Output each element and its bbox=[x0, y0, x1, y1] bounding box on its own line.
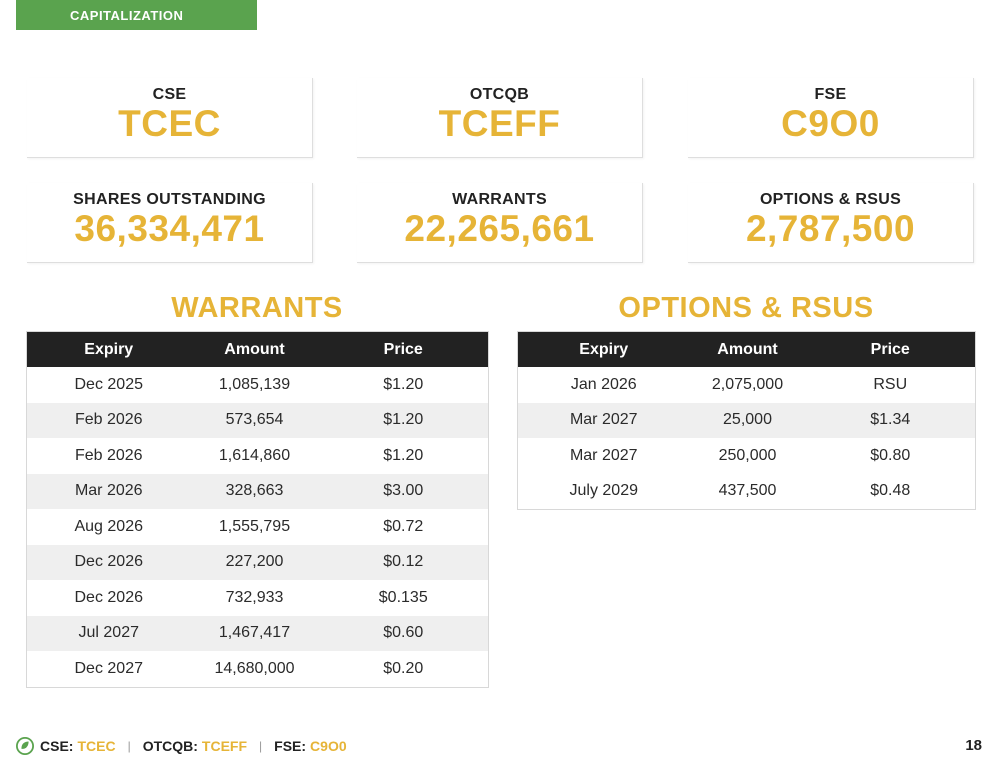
footer-separator: | bbox=[259, 739, 263, 753]
table-row: Feb 2026 1,614,860 $1.20 bbox=[27, 438, 489, 474]
cell-price: $1.34 bbox=[805, 402, 976, 438]
table-row: Mar 2027 25,000 $1.34 bbox=[517, 402, 976, 438]
card-label: FSE bbox=[814, 86, 847, 103]
footer-tickers: CSE: TCEC | OTCQB: TCEFF | FSE: C9O0 bbox=[16, 735, 347, 757]
card-value: C9O0 bbox=[781, 103, 880, 144]
table-header-row: Expiry Amount Price bbox=[26, 331, 489, 367]
cell-expiry: Feb 2026 bbox=[74, 446, 143, 464]
cell-amount: 1,614,860 bbox=[218, 446, 291, 464]
column-header-amount: Amount bbox=[689, 331, 806, 367]
cell-expiry: Dec 2026 bbox=[74, 588, 144, 606]
column-header-amount: Amount bbox=[190, 331, 319, 367]
table-row: July 2029 437,500 $0.48 bbox=[518, 474, 976, 510]
footer-cse-ticker: TCEC bbox=[77, 738, 116, 754]
card-value: 36,334,471 bbox=[74, 208, 265, 249]
card-value: 22,265,661 bbox=[404, 208, 595, 249]
page-number: 18 bbox=[965, 737, 982, 754]
cell-price: $0.135 bbox=[378, 588, 428, 606]
card-label: CSE bbox=[152, 86, 187, 103]
section-label: CAPITALIZATION bbox=[70, 7, 184, 23]
cell-amount: 1,555,795 bbox=[218, 517, 291, 535]
warrants-table: Expiry Amount Price Dec 2025 1,085,139 $1.… bbox=[26, 331, 489, 688]
table-row: Mar 2026 328,663 $3.00 bbox=[26, 473, 489, 509]
card-shares-outstanding: SHARES OUTSTANDING 36,334,471 bbox=[27, 183, 313, 263]
cell-price: $0.80 bbox=[870, 446, 911, 464]
cell-expiry: Mar 2026 bbox=[26, 473, 191, 509]
cell-amount: 573,654 bbox=[190, 402, 319, 438]
cell-amount: 14,680,000 bbox=[214, 659, 295, 677]
table-row: Dec 2027 14,680,000 $0.20 bbox=[27, 651, 489, 687]
footer-cse-label: CSE: bbox=[40, 738, 74, 754]
cell-price: $1.20 bbox=[383, 446, 424, 464]
cell-expiry: Mar 2027 bbox=[517, 402, 690, 438]
cell-expiry: Dec 2026 bbox=[26, 544, 191, 580]
cell-price: $0.60 bbox=[318, 615, 489, 651]
cell-price: $3.00 bbox=[318, 473, 489, 509]
cell-expiry: July 2029 bbox=[569, 482, 639, 500]
table-row: Jan 2026 2,075,000 RSU bbox=[518, 367, 976, 403]
card-cse: CSE TCEC bbox=[27, 78, 313, 158]
column-header-expiry: Expiry bbox=[26, 331, 191, 367]
footer-fse-ticker: C9O0 bbox=[310, 738, 347, 754]
column-header-price: Price bbox=[805, 331, 976, 367]
cell-price: $0.20 bbox=[383, 659, 424, 677]
table-row: Mar 2027 250,000 $0.80 bbox=[518, 438, 976, 474]
card-label: SHARES OUTSTANDING bbox=[73, 191, 266, 208]
options-heading: OPTIONS & RSUS bbox=[618, 292, 874, 324]
cell-amount: 437,500 bbox=[718, 482, 777, 500]
cell-price: $1.20 bbox=[383, 375, 424, 393]
cell-expiry: Aug 2026 bbox=[74, 517, 143, 535]
cell-amount: 250,000 bbox=[718, 446, 777, 464]
cell-price: RSU bbox=[873, 375, 908, 393]
cell-amount: 732,933 bbox=[225, 588, 284, 606]
cell-price: $0.48 bbox=[870, 482, 911, 500]
cell-amount: 227,200 bbox=[190, 544, 319, 580]
card-value: TCEC bbox=[118, 103, 221, 144]
cell-price: $1.20 bbox=[318, 402, 489, 438]
cell-amount: 1,085,139 bbox=[218, 375, 291, 393]
options-table: Expiry Amount Price Jan 2026 2,075,000 RSU… bbox=[517, 331, 976, 510]
card-label: OTCQB bbox=[469, 86, 530, 103]
card-options-rsus: OPTIONS & RSUS 2,787,500 bbox=[688, 183, 974, 263]
cell-amount: 328,663 bbox=[190, 473, 319, 509]
table-header-row: Expiry Amount Price bbox=[517, 331, 976, 367]
table-row: Dec 2026 732,933 $0.135 bbox=[27, 580, 489, 616]
cell-amount: 1,467,417 bbox=[190, 615, 319, 651]
card-otcqb: OTCQB TCEFF bbox=[357, 78, 643, 158]
card-warrants: WARRANTS 22,265,661 bbox=[357, 183, 643, 263]
footer-otcqb-ticker: TCEFF bbox=[201, 738, 248, 754]
cell-amount: 25,000 bbox=[689, 402, 806, 438]
table-row: Dec 2026 227,200 $0.12 bbox=[26, 544, 489, 580]
card-value: 2,787,500 bbox=[745, 208, 916, 249]
cell-expiry: Jan 2026 bbox=[570, 375, 637, 393]
table-row: Jul 2027 1,467,417 $0.60 bbox=[26, 615, 489, 651]
card-label: WARRANTS bbox=[452, 191, 547, 208]
table-row: Dec 2025 1,085,139 $1.20 bbox=[27, 367, 489, 403]
warrants-heading: WARRANTS bbox=[171, 292, 343, 324]
leaf-logo-icon bbox=[16, 737, 34, 755]
footer-otcqb-label: OTCQB: bbox=[142, 738, 198, 754]
column-header-expiry: Expiry bbox=[517, 331, 690, 367]
cell-price: $0.12 bbox=[318, 544, 489, 580]
cell-expiry: Mar 2027 bbox=[569, 446, 638, 464]
section-tab: CAPITALIZATION bbox=[16, 0, 257, 30]
table-row: Feb 2026 573,654 $1.20 bbox=[26, 402, 489, 438]
card-label: OPTIONS & RSUS bbox=[759, 191, 902, 208]
card-fse: FSE C9O0 bbox=[688, 78, 974, 158]
cell-expiry: Feb 2026 bbox=[26, 402, 191, 438]
table-row: Aug 2026 1,555,795 $0.72 bbox=[27, 509, 489, 545]
cell-expiry: Dec 2027 bbox=[74, 659, 144, 677]
footer-fse-label: FSE: bbox=[274, 738, 307, 754]
footer-separator: | bbox=[127, 739, 131, 753]
cell-expiry: Dec 2025 bbox=[74, 375, 144, 393]
cell-expiry: Jul 2027 bbox=[26, 615, 191, 651]
column-header-price: Price bbox=[318, 331, 489, 367]
cell-amount: 2,075,000 bbox=[711, 375, 784, 393]
card-value: TCEFF bbox=[438, 103, 561, 144]
cell-price: $0.72 bbox=[383, 517, 424, 535]
